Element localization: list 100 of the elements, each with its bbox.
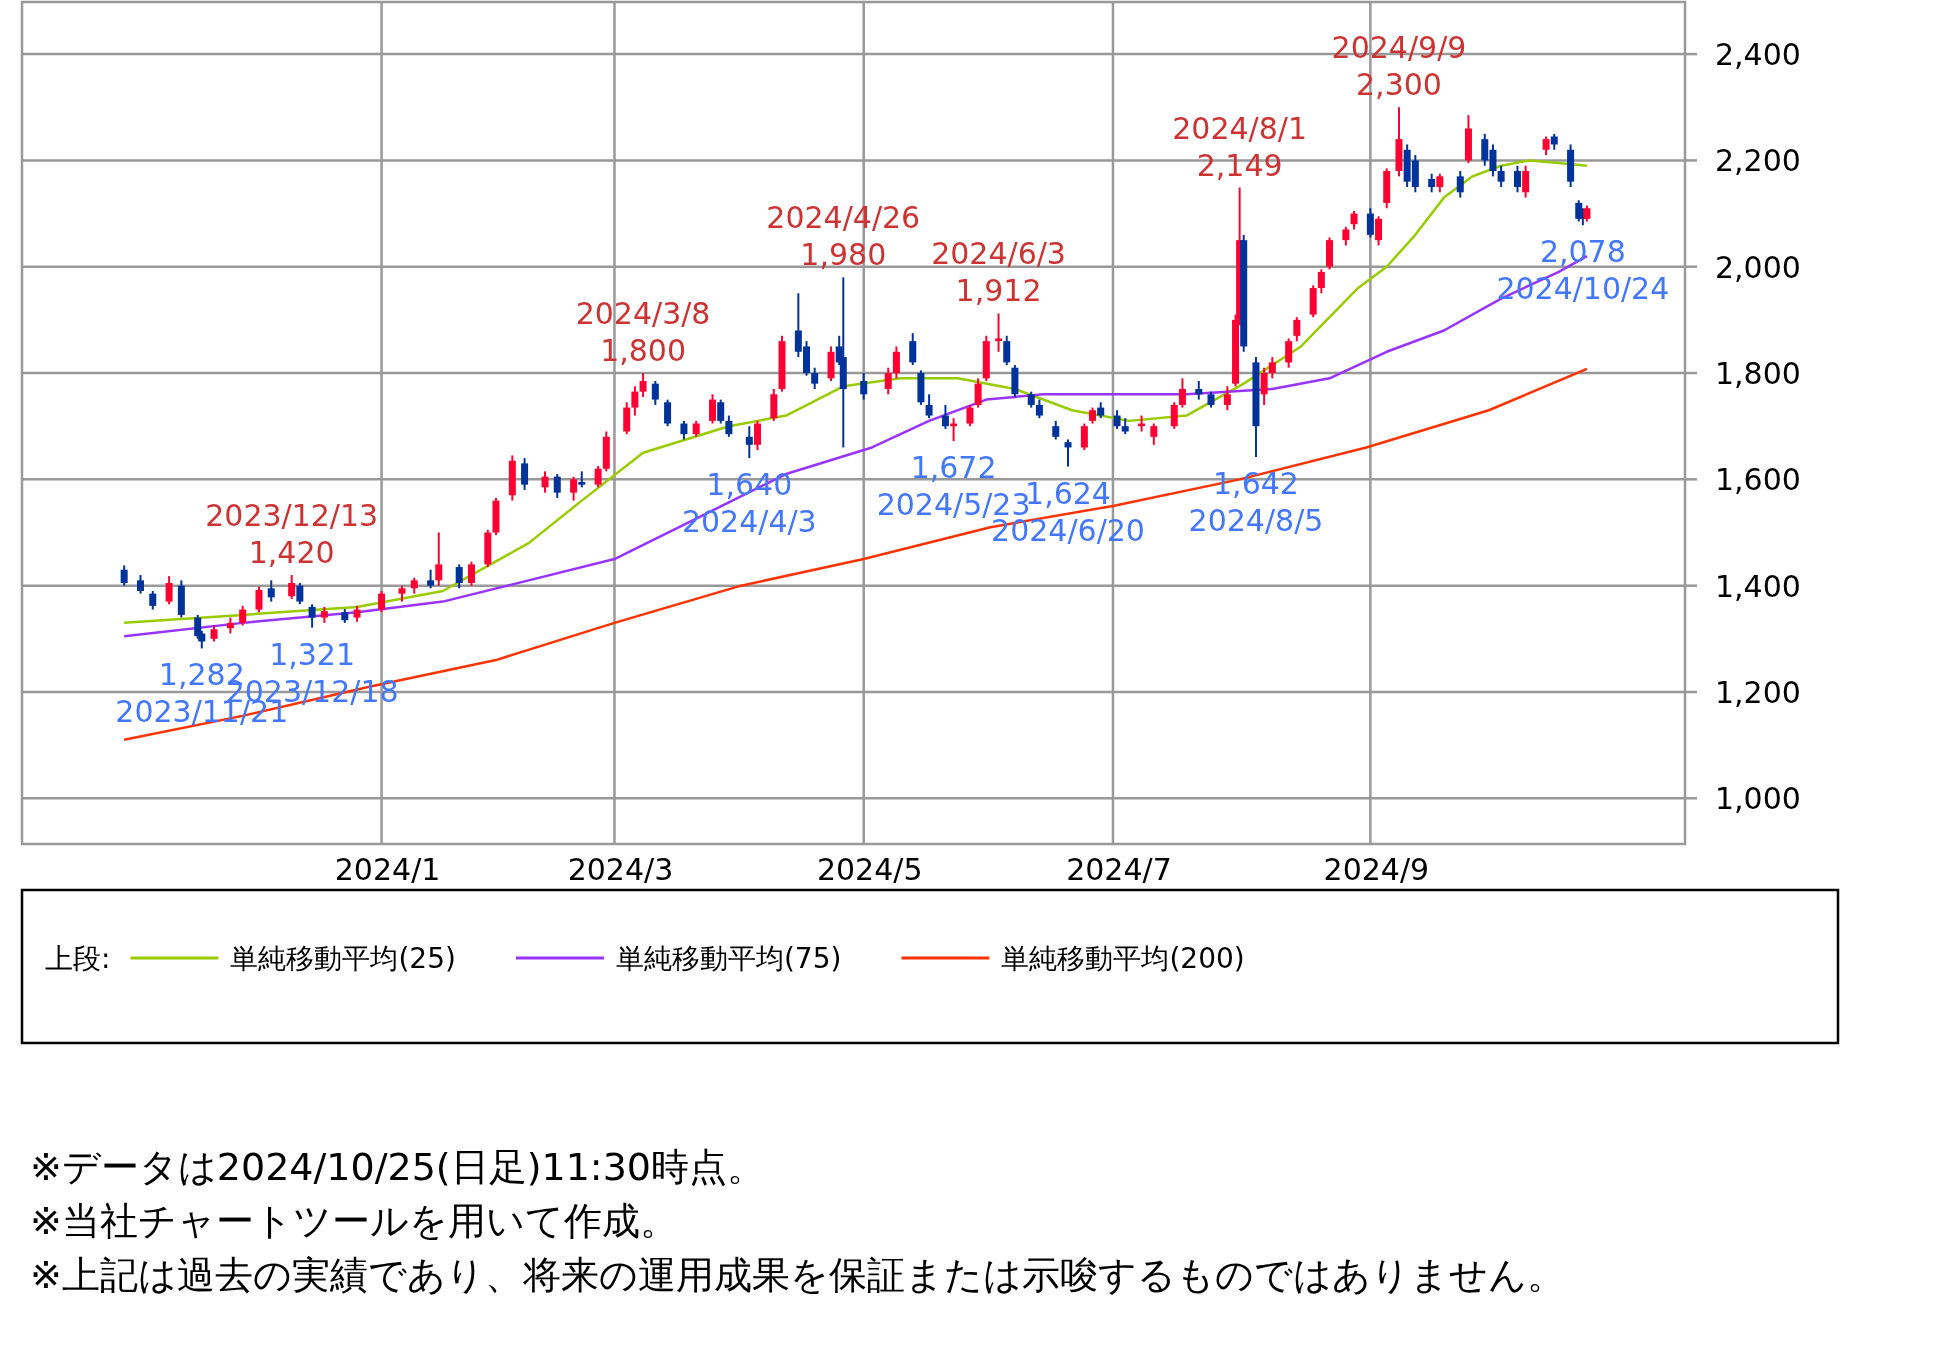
- y-tick-label: 1,000: [1715, 781, 1801, 817]
- candlestick: [1342, 225, 1350, 247]
- candlestick: [941, 403, 949, 430]
- candlestick: [709, 393, 717, 425]
- candlestick: [995, 312, 1003, 353]
- candlestick: [966, 403, 974, 428]
- candlestick: [1052, 419, 1060, 441]
- x-tick-label: 2024/1: [334, 852, 441, 887]
- candlestick: [1170, 401, 1178, 430]
- candlestick: [1317, 268, 1325, 295]
- candlestick: [1178, 377, 1186, 409]
- text: ※データは2024/10/25(日足)11:30時点。: [30, 1145, 766, 1189]
- legend-label: 単純移動平均(75): [615, 942, 842, 975]
- annotation: 2024/4/3: [681, 504, 817, 540]
- candlestick: [1513, 164, 1521, 194]
- legend-label: 単純移動平均(25): [230, 942, 456, 975]
- candlestick: [1268, 356, 1276, 380]
- candlestick: [623, 401, 631, 436]
- candlestick: [594, 465, 602, 489]
- candlestick: [680, 419, 688, 441]
- legend-label: 単純移動平均(200): [1001, 942, 1245, 975]
- candlestick: [378, 589, 386, 614]
- candlestick: [974, 377, 982, 409]
- candlestick: [892, 345, 900, 380]
- annotation: 1,912: [955, 273, 1042, 309]
- candlestick: [239, 604, 247, 627]
- candlestick: [639, 372, 647, 398]
- y-tick-label: 1,200: [1715, 674, 1801, 710]
- candlestick: [860, 372, 868, 401]
- candlestick: [1293, 316, 1301, 343]
- annotation: 1,800: [600, 333, 687, 369]
- legend-title: 上段:: [45, 942, 111, 975]
- annotation: 1,642: [1213, 466, 1299, 502]
- annotation: 2,300: [1356, 67, 1442, 103]
- candlestick: [1522, 164, 1530, 199]
- candlestick: [1003, 334, 1011, 367]
- candlestick: [1064, 438, 1072, 468]
- candlestick: [884, 366, 892, 396]
- candlestick: [1260, 366, 1268, 406]
- text: ※当社チャートツールを用いて作成。: [30, 1199, 678, 1243]
- y-tick-label: 1,600: [1715, 462, 1801, 498]
- candlestick: [651, 380, 659, 406]
- candlestick: [1366, 207, 1374, 239]
- candlestick: [1428, 172, 1436, 194]
- candlestick: [136, 574, 144, 595]
- annotation: 1,420: [248, 535, 335, 571]
- annotation: 2024/6/3: [931, 236, 1066, 272]
- y-tick-label: 2,400: [1715, 37, 1801, 73]
- annotation: 2023/12/13: [205, 498, 379, 534]
- candlestick: [925, 393, 933, 420]
- candlestick: [120, 564, 128, 587]
- candlestick: [1150, 422, 1158, 446]
- candlestick: [553, 473, 561, 499]
- candlestick: [1350, 209, 1358, 231]
- annotation: 2024/4/26: [766, 200, 921, 236]
- candlestick: [427, 568, 435, 590]
- y-tick-label: 2,200: [1715, 143, 1801, 179]
- annotation: 1,672: [910, 450, 997, 486]
- candlestick: [1195, 380, 1203, 401]
- candlestick: [717, 398, 725, 425]
- candlestick: [1456, 170, 1464, 199]
- candlestick: [745, 425, 753, 460]
- candlestick: [1542, 135, 1550, 157]
- annotation: 2,149: [1196, 147, 1283, 183]
- y-tick-label: 1,400: [1715, 568, 1801, 604]
- annotation: 2024/8/5: [1188, 503, 1324, 539]
- candlestick: [753, 419, 761, 452]
- candlestick: [1285, 337, 1293, 369]
- annotation: 2024/3/8: [575, 296, 711, 332]
- candlestick: [770, 387, 778, 422]
- candlestick: [1223, 385, 1231, 412]
- candlestick: [664, 398, 672, 428]
- candlestick: [308, 603, 316, 629]
- annotation: 2,078: [1539, 234, 1626, 270]
- candlestick: [267, 579, 275, 603]
- candlestick: [296, 582, 304, 606]
- candlestick: [631, 385, 639, 417]
- candlestick: [455, 563, 463, 590]
- candlestick: [725, 414, 733, 438]
- text: ※上記は過去の実績であり、将来の運用成果を保証または示唆するものではありません。: [30, 1253, 1565, 1297]
- candlestick: [1113, 409, 1121, 430]
- candlestick: [521, 457, 529, 491]
- x-tick-label: 2024/9: [1323, 852, 1430, 887]
- y-tick-label: 1,800: [1715, 356, 1801, 392]
- candlestick: [1080, 422, 1088, 452]
- candlestick: [165, 575, 173, 606]
- candlestick: [1497, 164, 1505, 188]
- candlestick: [909, 332, 917, 367]
- candlestick: [570, 475, 578, 502]
- candlestick: [255, 585, 263, 614]
- x-tick-label: 2024/3: [567, 852, 674, 887]
- x-tick-label: 2024/5: [816, 852, 923, 887]
- annotation: 2024/9/9: [1331, 30, 1467, 66]
- candlestick: [435, 531, 443, 587]
- annotation: 1,980: [800, 237, 887, 273]
- candlestick: [1436, 172, 1444, 194]
- candlestick: [149, 589, 157, 611]
- candlestick: [811, 366, 819, 390]
- x-tick-label: 2024/7: [1066, 852, 1172, 887]
- candlestick: [467, 560, 475, 587]
